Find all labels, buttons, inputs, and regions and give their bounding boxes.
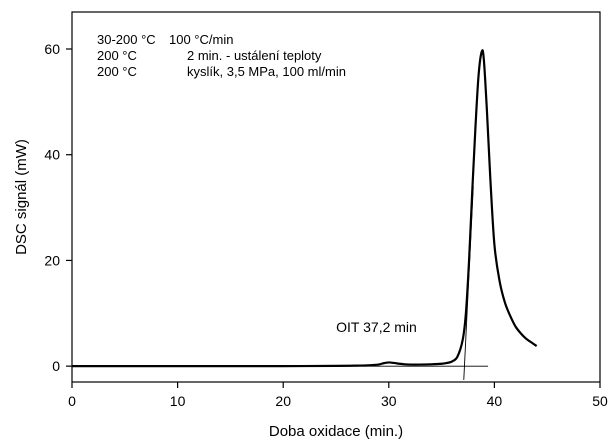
x-tick-label-5: 50 (592, 393, 608, 409)
note-line-2-desc: 2 min. - ustálení teploty (187, 48, 322, 63)
oit-annotation: OIT 37,2 min (336, 319, 417, 335)
note-line-1-range: 30-200 °C (97, 32, 156, 47)
note-line-3-desc: kyslík, 3,5 MPa, 100 ml/min (187, 64, 346, 79)
note-line-2-temp: 200 °C (97, 48, 137, 63)
x-tick-label-3: 30 (381, 393, 397, 409)
x-tick-label-4: 40 (487, 393, 503, 409)
y-axis-title: DSC signál (mW) (13, 139, 30, 255)
x-tick-label-0: 0 (68, 393, 76, 409)
dsc-curve-0 (72, 49, 538, 368)
x-tick-label-1: 10 (170, 393, 186, 409)
note-line-1-rate: 100 °C/min (169, 32, 233, 47)
x-tick-label-2: 20 (275, 393, 291, 409)
plot-frame (71, 11, 601, 383)
y-tick-label-3: 60 (44, 41, 60, 57)
y-tick-label-0: 0 (52, 358, 60, 374)
annotation-notes: 30-200 °C 100 °C/min 200 °C 2 min. - ust… (97, 32, 346, 79)
x-axis-title: Doba oxidace (min.) (269, 423, 403, 440)
y-tick-label-2: 40 (44, 147, 60, 163)
y-tick-label-1: 20 (44, 252, 60, 268)
note-line-3-temp: 200 °C (97, 64, 137, 79)
